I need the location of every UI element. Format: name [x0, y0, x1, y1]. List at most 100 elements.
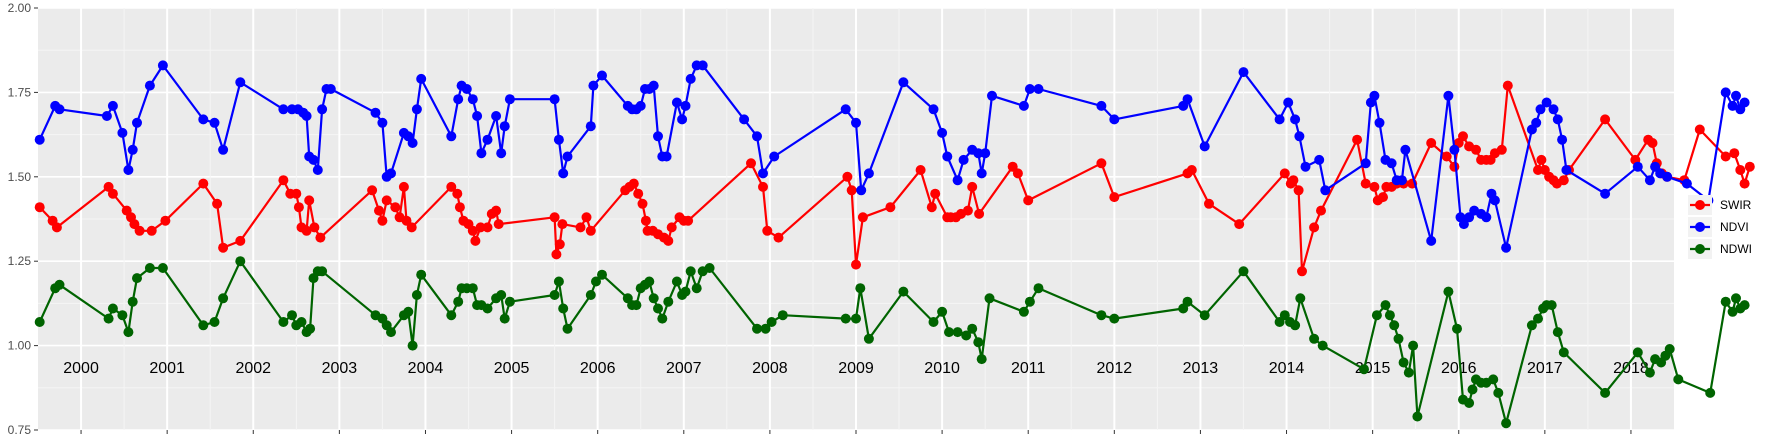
data-point-ndvi — [1535, 104, 1546, 115]
year-label: 2007 — [666, 360, 702, 377]
data-point-swir — [374, 205, 384, 216]
data-point-ndvi — [301, 111, 312, 121]
data-point-ndwi — [928, 317, 939, 327]
data-point-ndwi — [1096, 310, 1107, 321]
data-point-ndvi — [198, 114, 209, 125]
data-point-ndvi — [1541, 97, 1552, 108]
data-point-ndvi — [1531, 117, 1542, 128]
data-point-ndwi — [1109, 313, 1120, 324]
data-point-ndwi — [976, 354, 987, 365]
data-point-ndvi — [370, 107, 381, 118]
data-point-swir — [1352, 134, 1363, 145]
y-tick-label: 1.75 — [8, 85, 32, 99]
data-point-ndvi — [976, 168, 987, 179]
data-point-ndwi — [1664, 344, 1675, 354]
data-point-ndvi — [467, 94, 478, 105]
data-point-ndwi — [680, 286, 691, 297]
data-point-ndwi — [411, 290, 422, 300]
data-point-ndwi — [973, 337, 984, 348]
data-point-ndvi — [1396, 175, 1407, 186]
data-point-ndwi — [1290, 320, 1301, 331]
data-point-swir — [962, 205, 973, 216]
year-label: 2009 — [838, 360, 874, 377]
data-point-swir — [930, 188, 941, 199]
data-point-ndvi — [980, 148, 991, 159]
data-point-swir — [301, 225, 312, 236]
data-point-swir — [1369, 181, 1380, 192]
data-point-ndvi — [840, 104, 851, 115]
y-axis: 0.75 1.00 1.25 1.50 1.75 2.00 — [8, 1, 38, 437]
data-point-ndwi — [209, 317, 220, 327]
data-point-ndvi — [1109, 114, 1120, 125]
data-point-ndvi — [1096, 100, 1107, 111]
data-point-ndvi — [144, 80, 155, 91]
data-point-ndvi — [317, 104, 328, 115]
data-point-ndwi — [1644, 367, 1655, 378]
data-point-ndvi — [661, 151, 672, 162]
data-point-swir — [974, 208, 985, 219]
data-point-ndwi — [1389, 320, 1400, 331]
data-point-swir — [1694, 124, 1705, 135]
data-point-ndwi — [898, 286, 909, 297]
data-point-ndvi — [863, 168, 874, 179]
data-point-ndvi — [1182, 94, 1193, 105]
data-point-ndvi — [491, 111, 502, 121]
legend-marker-ndvi — [1695, 222, 1705, 232]
data-point-ndwi — [1359, 364, 1369, 375]
y-tick-label: 0.75 — [8, 423, 32, 437]
data-point-swir — [1288, 175, 1299, 186]
data-point-swir — [1502, 80, 1513, 91]
data-point-swir — [107, 188, 118, 199]
data-point-ndvi — [218, 144, 229, 155]
data-point-ndvi — [653, 131, 663, 142]
year-label: 2001 — [149, 360, 185, 377]
data-point-ndvi — [411, 104, 422, 115]
data-point-ndwi — [107, 303, 118, 314]
data-point-ndwi — [467, 283, 478, 294]
data-point-swir — [51, 222, 62, 233]
legend-label-ndvi: NDVI — [1720, 220, 1749, 234]
data-point-ndwi — [766, 317, 777, 327]
data-point-ndwi — [1501, 418, 1512, 429]
data-point-swir — [212, 198, 223, 209]
data-point-ndvi — [898, 77, 909, 88]
data-point-swir — [633, 188, 644, 199]
data-point-ndvi — [482, 134, 493, 145]
data-point-ndvi — [739, 114, 750, 125]
data-point-ndwi — [386, 327, 396, 338]
data-point-ndvi — [157, 60, 168, 71]
data-point-ndwi — [453, 296, 464, 307]
data-point-swir — [1600, 114, 1611, 125]
data-point-ndwi — [1739, 300, 1750, 311]
data-point-swir — [1558, 175, 1569, 186]
data-point-ndvi — [308, 154, 319, 165]
data-point-swir — [1647, 138, 1658, 148]
data-point-ndwi — [648, 293, 659, 304]
data-point-ndvi — [386, 168, 396, 179]
data-point-ndvi — [453, 94, 464, 105]
data-point-swir — [663, 235, 674, 246]
data-point-swir — [581, 212, 592, 223]
data-point-swir — [762, 225, 773, 236]
data-point-ndwi — [1600, 387, 1611, 398]
data-point-ndvi — [1018, 100, 1029, 111]
data-point-swir — [467, 225, 478, 236]
data-point-ndwi — [1552, 327, 1563, 338]
data-point-ndvi — [635, 100, 646, 111]
data-point-ndwi — [1033, 283, 1044, 294]
data-point-swir — [1309, 222, 1320, 233]
year-label: 2008 — [752, 360, 788, 377]
data-point-ndvi — [123, 165, 134, 175]
data-point-ndvi — [856, 185, 867, 196]
data-point-swir — [291, 188, 302, 199]
data-point-ndvi — [987, 90, 997, 101]
data-point-ndvi — [648, 80, 659, 91]
data-point-ndwi — [553, 276, 564, 287]
data-point-ndwi — [1632, 347, 1643, 358]
data-point-ndwi — [585, 290, 596, 300]
data-point-ndwi — [317, 266, 328, 277]
data-point-ndwi — [218, 293, 229, 304]
data-point-swir — [885, 202, 896, 213]
data-point-ndvi — [1290, 114, 1301, 125]
data-point-swir — [1458, 131, 1468, 142]
